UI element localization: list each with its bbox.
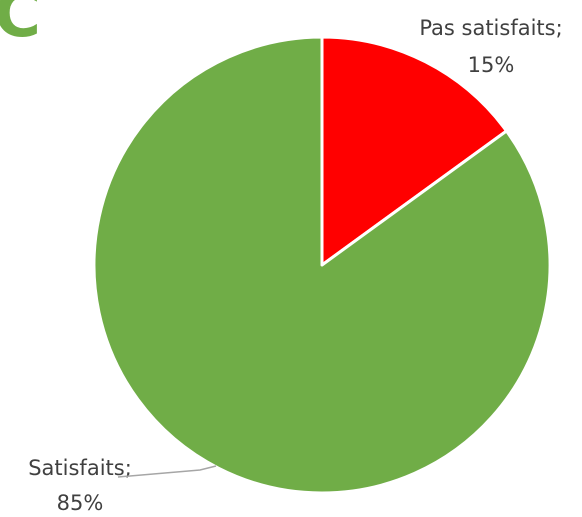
- slice-value-label: 15%: [468, 53, 515, 77]
- pie-slice: [320, 35, 508, 267]
- leader-line: [117, 465, 217, 478]
- pie-slice: [92, 35, 552, 495]
- chart-title: C: [0, 0, 41, 52]
- slice-label: Satisfaits;: [28, 456, 132, 480]
- slice-value-label: 85%: [57, 491, 104, 515]
- slice-label: Pas satisfaits;: [419, 16, 562, 40]
